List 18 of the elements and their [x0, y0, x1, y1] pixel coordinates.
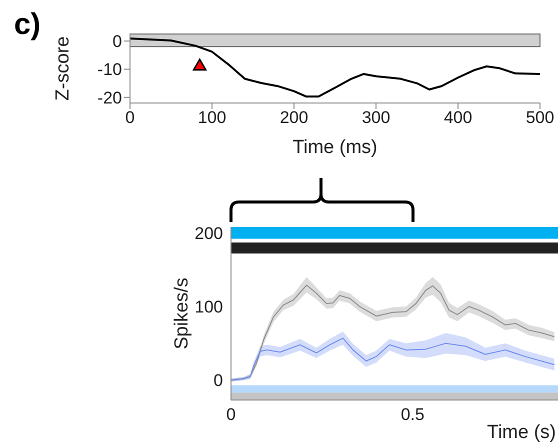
y-tick-label: 0: [214, 371, 223, 390]
x-tick-label: 300: [362, 108, 390, 128]
x-tick-label: 400: [444, 108, 472, 128]
y-tick-label: -20: [97, 88, 122, 108]
y-tick-label: 100: [194, 298, 223, 317]
x-tick-label: 200: [280, 108, 308, 128]
y-axis-title: Z-score: [52, 36, 74, 101]
x-axis-title: Time (s): [487, 422, 556, 443]
y-tick-label: 200: [194, 224, 223, 243]
x-tick-label: 0.5: [400, 405, 424, 424]
x-axis-title: Time (ms): [292, 137, 378, 158]
x-tick-label: 0: [125, 108, 135, 128]
y-tick-label: 0: [112, 32, 122, 52]
line-series: [130, 38, 540, 98]
x-tick-label: 500: [526, 108, 554, 128]
y-tick-label: -10: [97, 60, 122, 80]
text: c): [14, 8, 41, 42]
y-axis-title: Spikes/s: [172, 278, 193, 350]
